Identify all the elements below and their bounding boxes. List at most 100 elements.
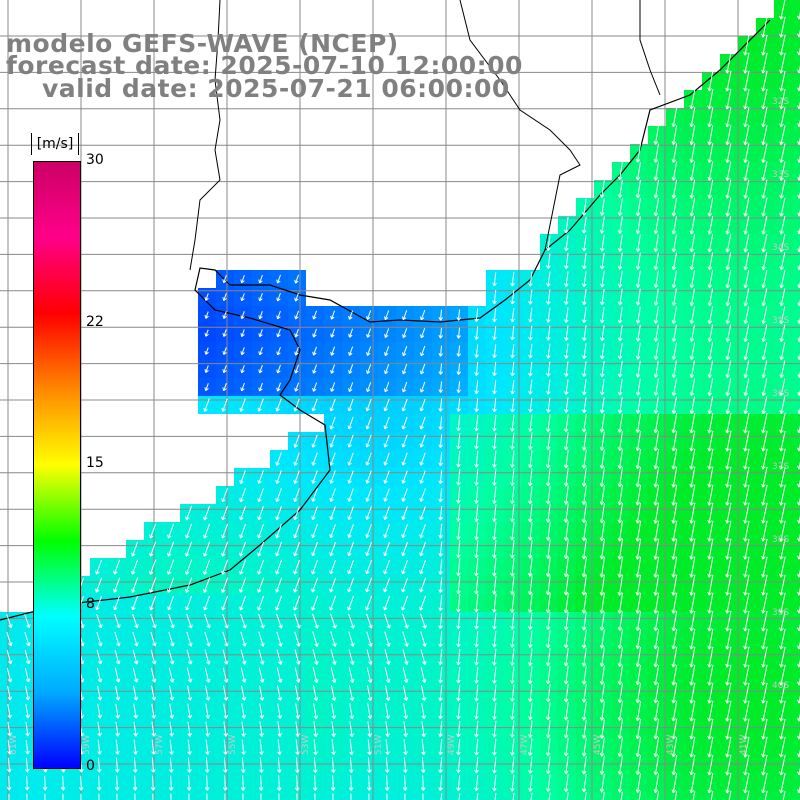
wind-arrow xyxy=(510,432,515,450)
wind-arrow xyxy=(725,70,732,92)
wind-arrow xyxy=(635,431,642,452)
wind-arrow xyxy=(222,293,227,302)
wind-arrow xyxy=(419,309,426,321)
wind-arrow xyxy=(671,215,678,235)
wind-arrow xyxy=(223,703,229,719)
wind-arrow xyxy=(707,412,714,434)
wind-arrow xyxy=(671,288,677,306)
latitude-label: 35S xyxy=(772,316,789,326)
wind-arrow xyxy=(725,466,732,488)
colorbar-tick-label: 30 xyxy=(86,152,104,168)
wind-arrow xyxy=(581,234,587,252)
wind-cell xyxy=(792,432,800,450)
longitude-label: 47W xyxy=(520,735,530,755)
wind-arrow xyxy=(185,505,193,521)
latitude-label: 34S xyxy=(772,243,789,253)
wind-arrow xyxy=(653,396,659,414)
wind-arrow xyxy=(456,648,461,666)
wind-arrow xyxy=(581,611,587,631)
wind-arrow xyxy=(383,595,391,611)
wind-arrow xyxy=(438,613,443,630)
wind-arrow xyxy=(761,628,768,650)
wind-arrow xyxy=(293,541,301,557)
wind-arrow xyxy=(456,522,461,540)
wind-arrow xyxy=(545,521,551,541)
wind-arrow xyxy=(725,125,732,146)
wind-arrow xyxy=(456,433,461,450)
longitude-label: 51W xyxy=(374,735,384,755)
wind-arrow xyxy=(438,649,443,666)
wind-arrow xyxy=(779,448,786,470)
wind-arrow xyxy=(707,70,714,92)
wind-arrow xyxy=(599,449,605,469)
wind-arrow xyxy=(779,574,786,596)
wind-arrow xyxy=(456,309,462,321)
wind-arrow xyxy=(276,649,283,665)
wind-arrow xyxy=(707,197,714,217)
wind-cell xyxy=(630,792,648,800)
wind-arrow xyxy=(707,466,714,488)
wind-arrow xyxy=(6,614,13,629)
wind-arrow xyxy=(581,449,587,469)
wind-arrow xyxy=(743,107,750,128)
wind-arrow xyxy=(707,448,714,470)
wind-arrow xyxy=(779,538,786,560)
wind-arrow xyxy=(743,161,750,181)
wind-arrow xyxy=(546,361,551,377)
wind-arrow xyxy=(510,450,515,468)
wind-arrow xyxy=(725,324,732,343)
wind-arrow xyxy=(510,289,515,305)
wind-arrow xyxy=(653,611,660,632)
wind-arrow xyxy=(492,486,497,504)
wind-arrow xyxy=(240,613,247,629)
wind-arrow xyxy=(707,378,714,397)
wind-arrow xyxy=(401,488,408,502)
wind-cell xyxy=(792,738,800,756)
wind-arrow xyxy=(707,252,714,271)
wind-arrow xyxy=(419,416,426,430)
wind-arrow xyxy=(474,344,479,358)
wind-arrow xyxy=(419,524,426,539)
wind-arrow xyxy=(743,88,750,110)
wind-arrow xyxy=(438,595,443,611)
wind-arrow xyxy=(761,502,768,524)
wind-arrow xyxy=(257,505,264,521)
wind-arrow xyxy=(743,646,750,668)
wind-arrow xyxy=(365,416,372,430)
wind-arrow xyxy=(653,252,659,270)
wind-arrow xyxy=(329,559,337,575)
wind-arrow xyxy=(707,288,714,307)
wind-arrow xyxy=(599,307,605,324)
wind-arrow xyxy=(456,398,461,412)
wind-arrow xyxy=(492,575,497,595)
wind-arrow xyxy=(402,631,409,647)
longitude-label: 57W xyxy=(155,735,165,755)
wind-arrow xyxy=(779,682,786,704)
wind-arrow xyxy=(383,398,390,412)
wind-arrow xyxy=(258,649,265,665)
wind-arrow xyxy=(689,306,696,324)
wind-arrow xyxy=(689,610,696,632)
wind-arrow xyxy=(617,413,623,433)
wind-arrow xyxy=(97,685,103,701)
wind-arrow xyxy=(257,541,265,557)
wind-arrow xyxy=(635,378,641,396)
wind-arrow xyxy=(599,288,605,306)
wind-arrow xyxy=(384,613,391,629)
wind-arrow xyxy=(275,470,282,484)
wind-arrow xyxy=(779,179,786,199)
wind-arrow xyxy=(725,378,732,397)
wind-arrow xyxy=(599,538,605,560)
wind-arrow xyxy=(276,274,281,284)
wind-cell xyxy=(648,792,666,800)
wind-arrow xyxy=(581,289,587,306)
wind-arrow xyxy=(617,592,624,614)
wind-arrow xyxy=(779,89,786,110)
wind-arrow xyxy=(653,198,659,217)
wind-arrow xyxy=(671,360,677,378)
wind-arrow xyxy=(564,379,569,395)
wind-arrow xyxy=(456,468,461,486)
wind-arrow xyxy=(401,470,408,484)
wind-arrow xyxy=(149,523,157,539)
wind-arrow xyxy=(671,592,678,614)
